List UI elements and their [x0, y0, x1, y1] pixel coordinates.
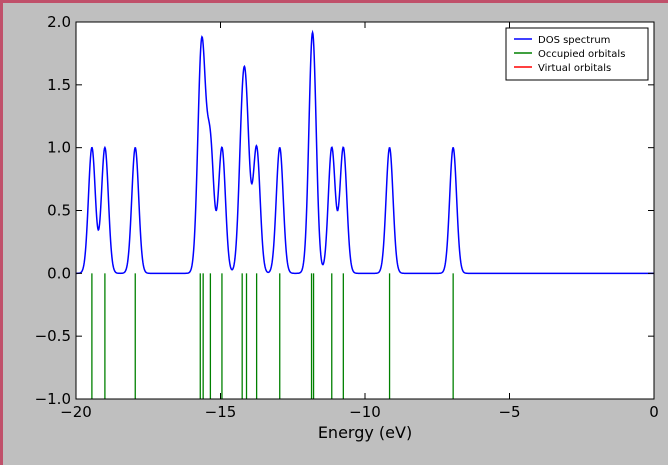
- y-tick-label: 1.5: [47, 76, 71, 94]
- y-tick-label: −0.5: [35, 327, 71, 345]
- legend-entry-label: DOS spectrum: [538, 35, 610, 46]
- legend-entry-label: Occupied orbitals: [538, 49, 625, 60]
- axis-ticks: −20 −15 −10 −5 0 −1.0 −0.5 0.0 0.5 1.0 1.5 2.0: [35, 13, 659, 421]
- y-tick-label: 2.0: [47, 13, 71, 31]
- y-tick-label: 1.0: [47, 139, 71, 157]
- legend-box: [505, 27, 649, 81]
- y-tick-label: 0.5: [47, 202, 71, 220]
- x-tick-label: −5: [498, 403, 520, 421]
- x-tick-label: 0: [649, 403, 659, 421]
- y-tick-label: −1.0: [35, 390, 71, 408]
- x-axis-title: Energy (eV): [318, 423, 412, 442]
- legend-entry-label: Virtual orbitals: [538, 63, 611, 74]
- x-tick-label: −10: [349, 403, 381, 421]
- plot-area: [75, 21, 655, 400]
- dos-spectrum-line: [76, 29, 654, 275]
- legend: DOS spectrum Occupied orbitals Virtual orb…: [505, 27, 649, 81]
- y-tick-label: 0.0: [47, 264, 71, 282]
- figure-canvas: −20 −15 −10 −5 0 −1.0 −0.5 0.0 0.5 1.0 1.5 2.0 Ener…: [8, 12, 668, 465]
- x-tick-label: −15: [205, 403, 237, 421]
- dos-chart: −20 −15 −10 −5 0 −1.0 −0.5 0.0 0.5 1.0 1.5 2.0 Ener…: [35, 13, 659, 442]
- x-tick-label: −20: [60, 403, 92, 421]
